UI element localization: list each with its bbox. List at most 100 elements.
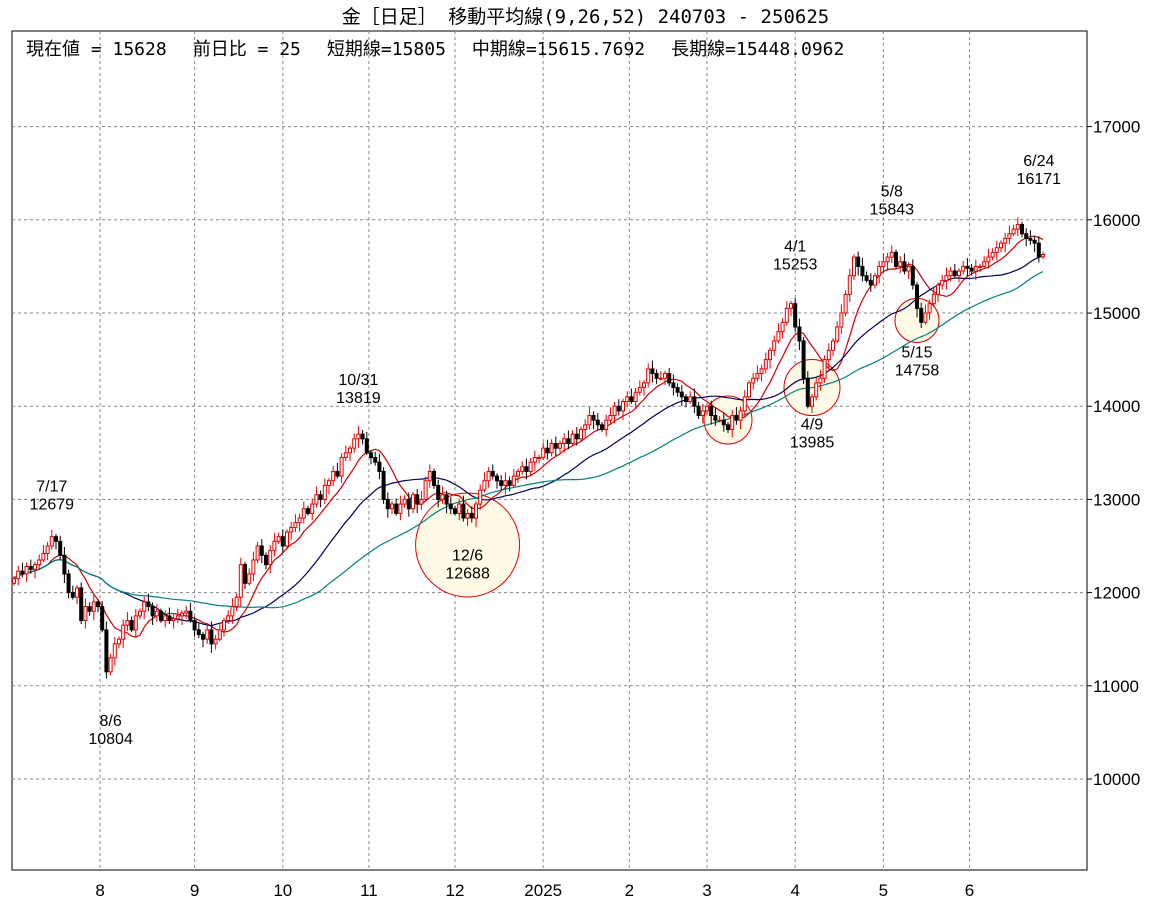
candle-body [436,484,441,500]
candle [104,621,109,679]
annotation-date: 8/6 [99,713,121,730]
candle [1032,236,1037,253]
candle [927,299,932,320]
candle-body [75,587,79,598]
candle-body [885,256,890,263]
candle [990,248,995,261]
candle [45,541,50,561]
candle [650,360,655,383]
annotation-value: 14758 [895,363,940,380]
candle-body [230,606,235,617]
candle [163,610,168,628]
candle-body [881,261,886,267]
candle-body [196,629,201,636]
candle [654,369,659,384]
candle-body [490,470,495,477]
candle-body [159,610,163,622]
candle-body [616,405,621,412]
candle [16,565,21,586]
candle-body [276,536,281,542]
candle-body [768,349,772,361]
candle [427,464,432,488]
candle-body [810,396,814,407]
candle [87,602,92,616]
candle [919,302,924,329]
candle-body [129,620,134,631]
candle-body [562,438,567,444]
candle-body [759,368,764,375]
annotation-date: 5/8 [881,183,903,200]
candle-body [243,564,247,584]
candle [436,479,441,508]
candle-body [524,466,529,472]
candle [138,608,142,620]
candle [142,596,147,620]
candle-body [994,247,999,253]
x-tick-label: 2025 [524,881,562,900]
candle [112,636,117,666]
candle [444,490,449,514]
candle-body [923,312,928,323]
candle [528,457,533,477]
candle-body [66,573,71,594]
long-ma-value: 長期線=15448.0962 [671,39,845,60]
candle [621,398,625,420]
candle [973,259,978,281]
x-tick-label: 10 [273,881,292,900]
candle [209,621,214,653]
candle-body [793,303,798,328]
candle-body [772,340,777,351]
candle-body [440,494,445,500]
candle-body [16,570,21,580]
candle [415,489,420,514]
candle-body [108,657,113,673]
candle-body [511,475,516,486]
candle-body [553,442,558,449]
candle-body [797,326,802,342]
candle [503,472,508,495]
candle [369,450,373,465]
candle-body [574,433,579,440]
candle-body [839,312,844,328]
candle-body [826,349,831,361]
candle-body [910,265,915,286]
candle [768,347,772,369]
candle-body [931,293,936,305]
candle [864,271,869,283]
candle-body [356,433,361,440]
candle [507,476,512,492]
annotation-date: 4/1 [784,238,806,255]
candle [860,258,865,282]
candle-body [343,452,348,458]
y-tick-label: 13000 [1093,490,1140,509]
candle-body [1007,233,1012,239]
candle-body [70,592,75,598]
candle [780,318,785,339]
candle [877,260,882,284]
candle-body [587,415,592,426]
candle-body [965,265,970,269]
candle-body [411,494,415,510]
candle [381,467,386,504]
candle [604,414,609,437]
candle [730,409,735,438]
candle [167,607,172,625]
candle [352,433,357,453]
candle [54,533,58,550]
annotation-date: 10/31 [338,372,378,389]
annotation-value: 13985 [790,435,835,452]
candle-body [322,484,327,500]
candle [763,352,768,374]
candle-body [852,256,856,277]
candle [327,477,331,495]
candle [348,445,352,461]
candle [70,585,75,600]
candle-body [238,564,243,598]
candle [1003,232,1008,253]
candle-body [222,620,226,631]
candle [108,653,113,676]
candle-body [62,554,67,575]
candle-body [339,456,344,477]
candle-body [188,610,193,622]
candle-body [297,517,302,524]
